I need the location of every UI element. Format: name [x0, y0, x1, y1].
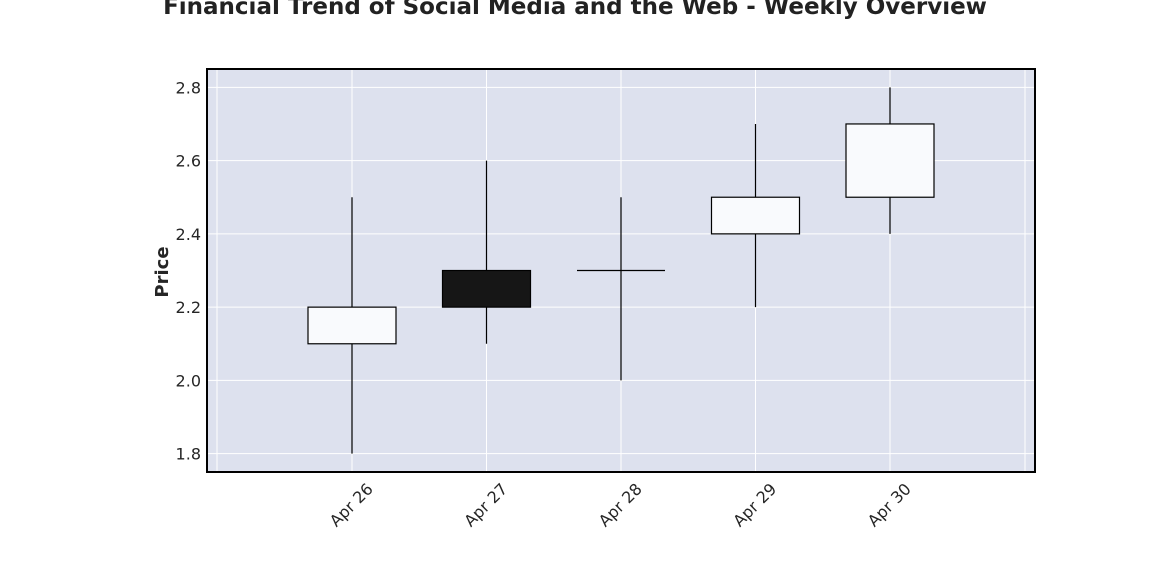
candle	[307, 197, 397, 454]
x-tick-label: Apr 30	[864, 479, 915, 530]
y-tick-label: 2.0	[176, 371, 201, 390]
chart-title: Financial Trend of Social Media and the …	[163, 0, 987, 20]
x-tick-label: Apr 27	[460, 479, 511, 530]
y-tick-label: 1.8	[176, 445, 201, 464]
candle	[845, 87, 935, 234]
candle-body	[845, 123, 935, 198]
y-axis-ticks: 1.8 2.0 2.2 2.4 2.6 2.8	[176, 78, 201, 463]
candle	[577, 197, 665, 381]
y-axis-label: Price	[152, 246, 173, 297]
candle	[441, 160, 532, 344]
candle	[710, 123, 801, 308]
candle-body	[710, 196, 801, 235]
y-tick-label: 2.6	[176, 152, 201, 171]
candle-body	[307, 306, 397, 345]
y-tick-label: 2.4	[176, 225, 201, 244]
x-tick-label: Apr 26	[326, 479, 377, 530]
x-tick-label: Apr 29	[729, 479, 780, 530]
x-axis-ticks: Apr 26 Apr 27 Apr 28 Apr 29 Apr 30	[326, 479, 915, 530]
y-tick-label: 2.8	[176, 78, 201, 97]
plot-frame	[206, 68, 1036, 473]
y-tick-label: 2.2	[176, 298, 201, 317]
x-tick-label: Apr 28	[595, 479, 646, 530]
candles	[307, 87, 935, 454]
candle-body	[441, 269, 532, 308]
